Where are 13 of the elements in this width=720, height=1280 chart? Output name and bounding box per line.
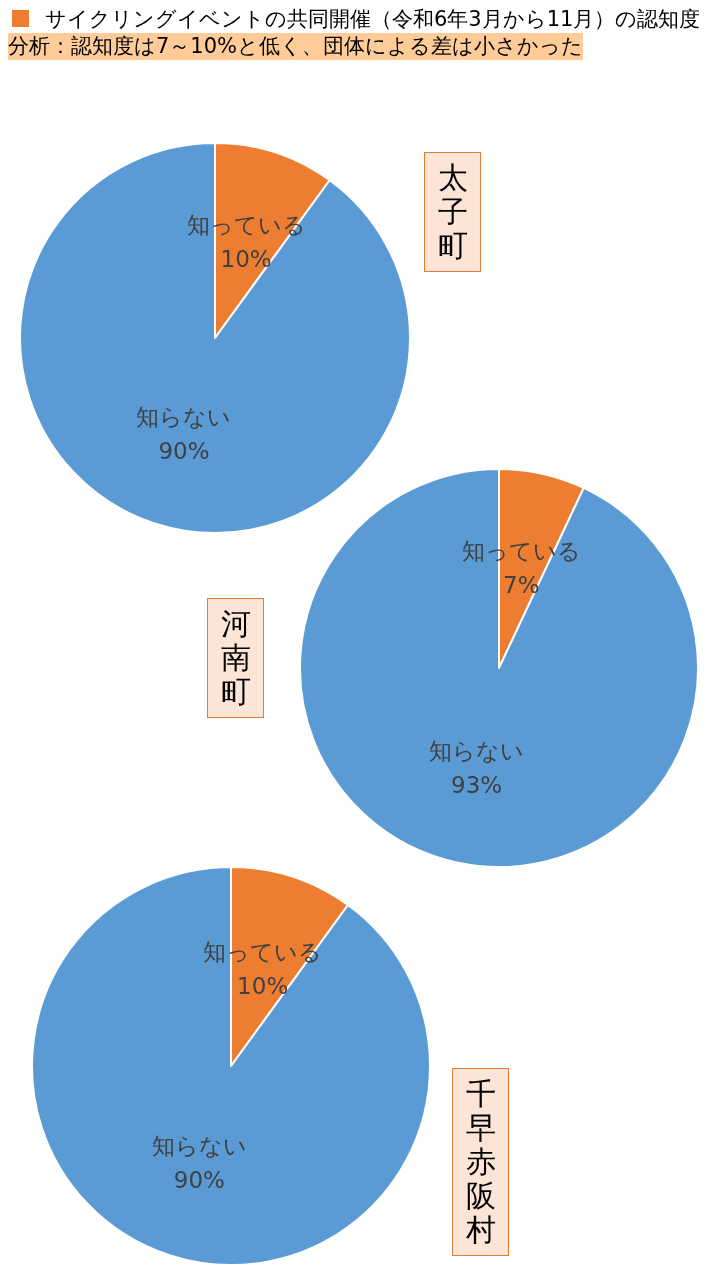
data-label: 90%	[158, 437, 210, 464]
text-box: 千早赤阪村	[452, 1068, 509, 1256]
text-box: 河南町	[207, 598, 264, 718]
data-label: 93%	[451, 772, 503, 799]
slice-label: 知らない	[429, 738, 525, 765]
text: 分析：認知度は7～10%と低く、団体による差は小さかった	[8, 33, 584, 60]
data-label: 10%	[220, 246, 272, 273]
text: サイクリングイベントの共同開催（令和6年3月から11月）の認知度	[44, 6, 702, 33]
data-label: 90%	[173, 1167, 225, 1194]
text-box: 太子町	[424, 152, 481, 272]
slice-label: 知らない	[136, 403, 232, 430]
slice-label: 知らない	[151, 1133, 247, 1160]
data-label: 10%	[237, 972, 289, 999]
